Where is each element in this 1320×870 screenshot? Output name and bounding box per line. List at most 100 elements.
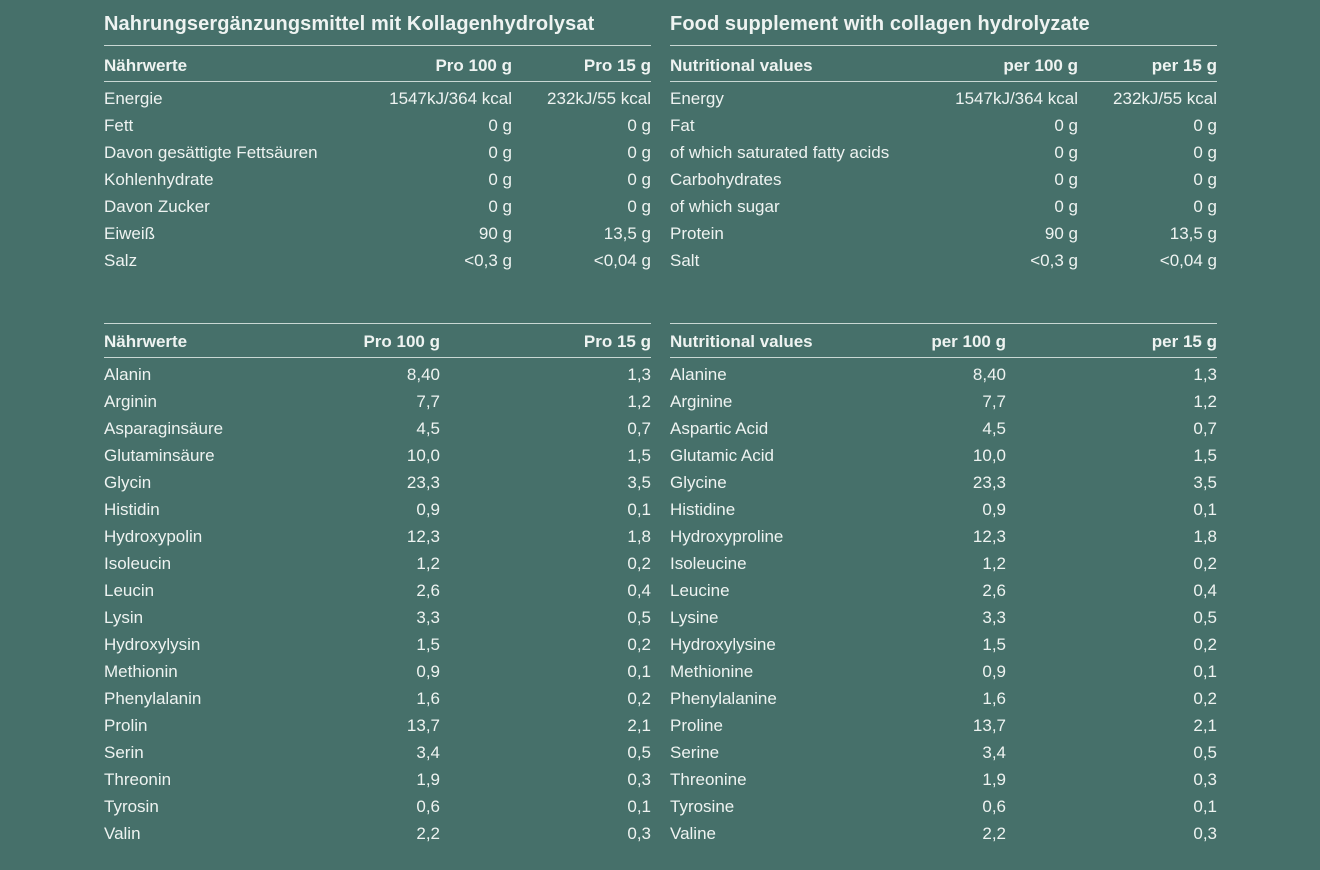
header-per-100g: Pro 100 g — [435, 56, 512, 75]
table-row: of which sugar 0 g 0 g — [670, 193, 1217, 220]
value-per-100g: 90 g — [1044, 224, 1078, 243]
nutrient-name: Serine — [670, 743, 720, 762]
table-row: Hydroxylysine 1,5 0,2 — [670, 631, 1217, 658]
english-panel: Food supplement with collagen hydrolyzat… — [670, 0, 1217, 870]
value-per-15g: 0,5 — [627, 608, 651, 627]
table-header-row: Nährwerte Pro 100 g Pro 15 g — [104, 328, 651, 355]
table-row: Hydroxyproline 12,3 1,8 — [670, 523, 1217, 550]
table-row: Davon Zucker 0 g 0 g — [104, 193, 651, 220]
table-row: Alanin 8,40 1,3 — [104, 361, 651, 388]
nutrient-name: Threonin — [104, 770, 172, 789]
nutrient-name: Proline — [670, 716, 723, 735]
table-row: Hydroxylysin 1,5 0,2 — [104, 631, 651, 658]
nutrient-name: Valine — [670, 824, 716, 843]
nutrient-name: Threonine — [670, 770, 747, 789]
nutrient-name: Salt — [670, 251, 700, 270]
table-row: Glutamic Acid 10,0 1,5 — [670, 442, 1217, 469]
value-per-100g: 0,6 — [982, 797, 1006, 816]
value-per-15g: 13,5 g — [603, 224, 651, 243]
table-row: Glycin 23,3 3,5 — [104, 469, 651, 496]
value-per-15g: 232kJ/55 kcal — [1113, 89, 1217, 108]
divider — [670, 357, 1217, 358]
table-row: Kohlenhydrate 0 g 0 g — [104, 166, 651, 193]
table-row: Isoleucine 1,2 0,2 — [670, 550, 1217, 577]
divider — [670, 323, 1217, 324]
value-per-100g: 3,3 — [982, 608, 1006, 627]
nutrient-name: Lysin — [104, 608, 144, 627]
table-row: Lysin 3,3 0,5 — [104, 604, 651, 631]
value-per-100g: 2,6 — [416, 581, 440, 600]
value-per-15g: 0 g — [1193, 197, 1217, 216]
nutrient-name: Alanin — [104, 365, 152, 384]
nutrient-name: Aspartic Acid — [670, 419, 769, 438]
table-row: Protein 90 g 13,5 g — [670, 220, 1217, 247]
nutrient-name: Isoleucine — [670, 554, 747, 573]
value-per-15g: 0,1 — [627, 662, 651, 681]
value-per-15g: 0 g — [627, 170, 651, 189]
value-per-15g: 0,4 — [627, 581, 651, 600]
nutrient-name: Isoleucin — [104, 554, 172, 573]
value-per-100g: 0 g — [488, 116, 512, 135]
value-per-100g: 90 g — [478, 224, 512, 243]
nutrient-name: Phenylalanin — [104, 689, 202, 708]
value-per-100g: 8,40 — [406, 365, 440, 384]
value-per-100g: 1,9 — [982, 770, 1006, 789]
divider — [670, 81, 1217, 82]
table-row: Glutaminsäure 10,0 1,5 — [104, 442, 651, 469]
value-per-15g: 0 g — [627, 116, 651, 135]
divider — [104, 357, 651, 358]
value-per-15g: 3,5 — [627, 473, 651, 492]
value-per-100g: 2,2 — [416, 824, 440, 843]
table-row: Threonin 1,9 0,3 — [104, 766, 651, 793]
nutrient-name: Histidine — [670, 500, 736, 519]
table-row: Davon gesättigte Fettsäuren 0 g 0 g — [104, 139, 651, 166]
value-per-15g: 0 g — [627, 143, 651, 162]
table-row: Fett 0 g 0 g — [104, 112, 651, 139]
table-row: Glycine 23,3 3,5 — [670, 469, 1217, 496]
nutrient-name: Energie — [104, 89, 163, 108]
nutrient-name: Glutaminsäure — [104, 446, 215, 465]
nutrient-name: Arginine — [670, 392, 733, 411]
value-per-100g: 1,6 — [982, 689, 1006, 708]
nutrient-name: Serin — [104, 743, 144, 762]
divider — [670, 45, 1217, 46]
value-per-15g: 2,1 — [1193, 716, 1217, 735]
value-per-100g: 2,6 — [982, 581, 1006, 600]
value-per-15g: 1,3 — [627, 365, 651, 384]
nutrient-name: Davon gesättigte Fettsäuren — [104, 143, 318, 162]
value-per-15g: 0,3 — [1193, 824, 1217, 843]
table-row: Phenylalanin 1,6 0,2 — [104, 685, 651, 712]
value-per-15g: 0,1 — [1193, 662, 1217, 681]
divider — [104, 81, 651, 82]
value-per-100g: 0,9 — [416, 500, 440, 519]
value-per-100g: <0,3 g — [1030, 251, 1078, 270]
nutrient-name: Glycine — [670, 473, 727, 492]
table-row: Prolin 13,7 2,1 — [104, 712, 651, 739]
value-per-15g: 0,4 — [1193, 581, 1217, 600]
nutrient-name: Hydroxypolin — [104, 527, 203, 546]
nutrient-name: Carbohydrates — [670, 170, 782, 189]
nutrient-name: Tyrosine — [670, 797, 735, 816]
nutrient-name: Kohlenhydrate — [104, 170, 214, 189]
value-per-100g: 4,5 — [416, 419, 440, 438]
nutrient-name: Davon Zucker — [104, 197, 210, 216]
value-per-100g: 2,2 — [982, 824, 1006, 843]
nutrient-name: Hydroxylysin — [104, 635, 201, 654]
table-header-row: Nutritional values per 100 g per 15 g — [670, 52, 1217, 79]
table-row: Hydroxypolin 12,3 1,8 — [104, 523, 651, 550]
table-row: Tyrosine 0,6 0,1 — [670, 793, 1217, 820]
table-row: Asparaginsäure 4,5 0,7 — [104, 415, 651, 442]
value-per-100g: 0,6 — [416, 797, 440, 816]
table-row: Methionin 0,9 0,1 — [104, 658, 651, 685]
table-row: Leucin 2,6 0,4 — [104, 577, 651, 604]
value-per-15g: 0,5 — [1193, 608, 1217, 627]
value-per-100g: 1,2 — [982, 554, 1006, 573]
value-per-100g: 0 g — [1054, 143, 1078, 162]
nutrient-name: Fat — [670, 116, 695, 135]
value-per-100g: 0,9 — [982, 500, 1006, 519]
value-per-15g: 1,2 — [1193, 392, 1217, 411]
table-row: Fat 0 g 0 g — [670, 112, 1217, 139]
value-per-100g: 7,7 — [416, 392, 440, 411]
value-per-100g: 10,0 — [972, 446, 1006, 465]
value-per-15g: 0 g — [1193, 170, 1217, 189]
